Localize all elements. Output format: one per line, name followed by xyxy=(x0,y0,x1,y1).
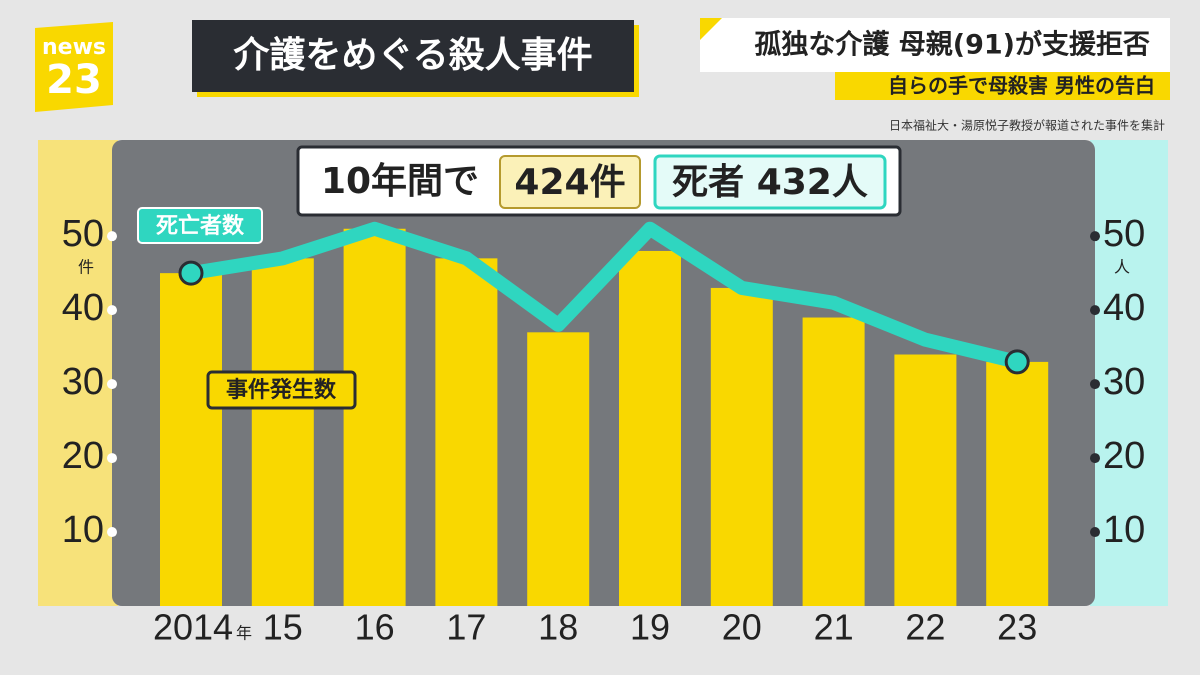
y-tick xyxy=(107,231,117,242)
logo-number: 23 xyxy=(46,57,102,103)
y2-tick-label: 20 xyxy=(1103,435,1145,477)
x-tick-label: 20 xyxy=(722,607,762,648)
y-tick-label: 30 xyxy=(62,361,104,403)
y2-tick xyxy=(1090,527,1100,538)
title-box xyxy=(192,20,634,92)
line-end-marker xyxy=(1004,349,1030,375)
y-tick xyxy=(107,379,117,390)
y2-tick xyxy=(1090,231,1100,242)
y-tick-label: 50 xyxy=(62,213,104,255)
y2-tick-label: 50 xyxy=(1103,213,1145,255)
banner-deaths: 死者 432人 xyxy=(672,162,868,203)
legend-bar: 事件発生数 xyxy=(226,377,337,403)
bar xyxy=(435,258,498,606)
y-tick xyxy=(107,305,117,316)
y-unit: 件 xyxy=(78,258,94,277)
y-tick xyxy=(107,453,117,464)
y-tick xyxy=(107,527,117,538)
deaths-box xyxy=(653,154,887,210)
x-tick-label: 21 xyxy=(814,607,854,648)
right-axis-panel xyxy=(1090,140,1168,606)
y-tick-label: 20 xyxy=(62,435,104,477)
bar xyxy=(343,228,406,606)
headline: 孤独な介護 母親(91)が支援拒否 xyxy=(754,29,1150,61)
bar xyxy=(802,317,865,606)
left-axis-panel xyxy=(38,140,118,606)
x-tick-label: 18 xyxy=(538,607,578,648)
banner-cases: 424件 xyxy=(514,162,625,203)
title: 介護をめぐる殺人事件 xyxy=(233,35,592,76)
legend-line: 死亡者数 xyxy=(156,213,245,239)
x-tick-label: 15 xyxy=(263,607,303,648)
legend-bar-box xyxy=(206,370,357,410)
bar xyxy=(619,250,681,606)
legend-line-box xyxy=(137,207,263,244)
x-tick-label: 2014 xyxy=(153,607,233,648)
y2-tick xyxy=(1090,453,1100,464)
cases-box xyxy=(499,155,641,209)
headline-accent xyxy=(700,18,722,40)
bar xyxy=(986,361,1049,606)
logo-text: news xyxy=(42,35,106,60)
y2-tick-label: 40 xyxy=(1103,287,1145,329)
y-tick-label: 40 xyxy=(62,287,104,329)
x-tick-label: 23 xyxy=(997,607,1037,648)
x-tick-label: 17 xyxy=(446,607,486,648)
line-end-marker xyxy=(178,260,204,286)
y2-tick xyxy=(1090,379,1100,390)
x-tick-label: 22 xyxy=(905,607,945,648)
y2-tick-label: 10 xyxy=(1103,509,1145,551)
bar xyxy=(527,332,590,606)
bar xyxy=(251,258,314,606)
subheadline: 自らの手で母殺害 男性の告白 xyxy=(888,74,1155,98)
bar xyxy=(894,354,957,606)
y2-tick-label: 30 xyxy=(1103,361,1145,403)
headline-box xyxy=(700,18,1170,72)
y2-tick xyxy=(1090,305,1100,316)
x-tick-label: 16 xyxy=(355,607,395,648)
x-tick-label: 19 xyxy=(630,607,670,648)
subheadline-box xyxy=(835,72,1170,100)
logo-box xyxy=(35,22,113,112)
banner-period: 10年間で xyxy=(321,161,479,202)
bar xyxy=(710,287,773,606)
x-unit: 年 xyxy=(236,624,252,643)
bar xyxy=(160,273,222,606)
y-tick-label: 10 xyxy=(62,509,104,551)
source: 日本福祉大・湯原悦子教授が報道された事件を集計 xyxy=(889,118,1165,133)
y2-unit: 人 xyxy=(1114,258,1130,277)
line xyxy=(189,221,1019,369)
